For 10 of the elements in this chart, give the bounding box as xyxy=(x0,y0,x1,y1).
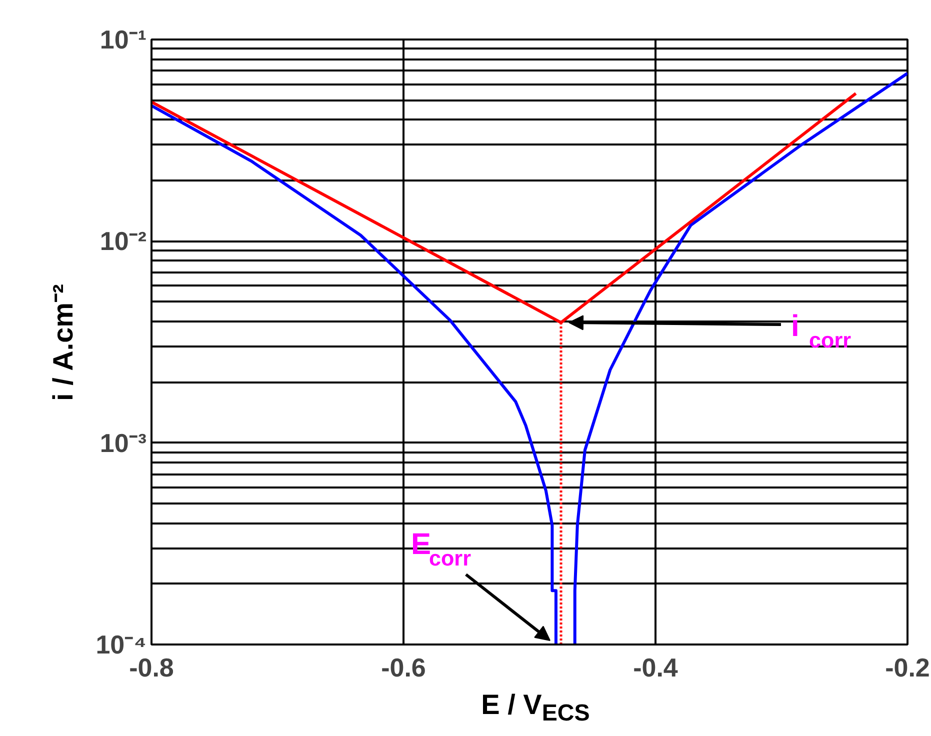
y-tick-label: 10⁻¹ xyxy=(100,24,146,54)
y-axis-title: i / A.cm⁻² xyxy=(48,284,79,401)
line-series xyxy=(152,104,558,644)
y-tick-label: 10⁻² xyxy=(100,226,147,256)
x-axis-title: E / V$_{ECS}$ xyxy=(481,688,590,728)
line-series xyxy=(573,72,908,644)
x-tick-label: -0.6 xyxy=(381,652,426,682)
x-tick-label: -0.4 xyxy=(633,652,678,682)
y-tick-label: 10⁻³ xyxy=(100,428,147,458)
x-tick-label: -0.2 xyxy=(885,652,930,682)
